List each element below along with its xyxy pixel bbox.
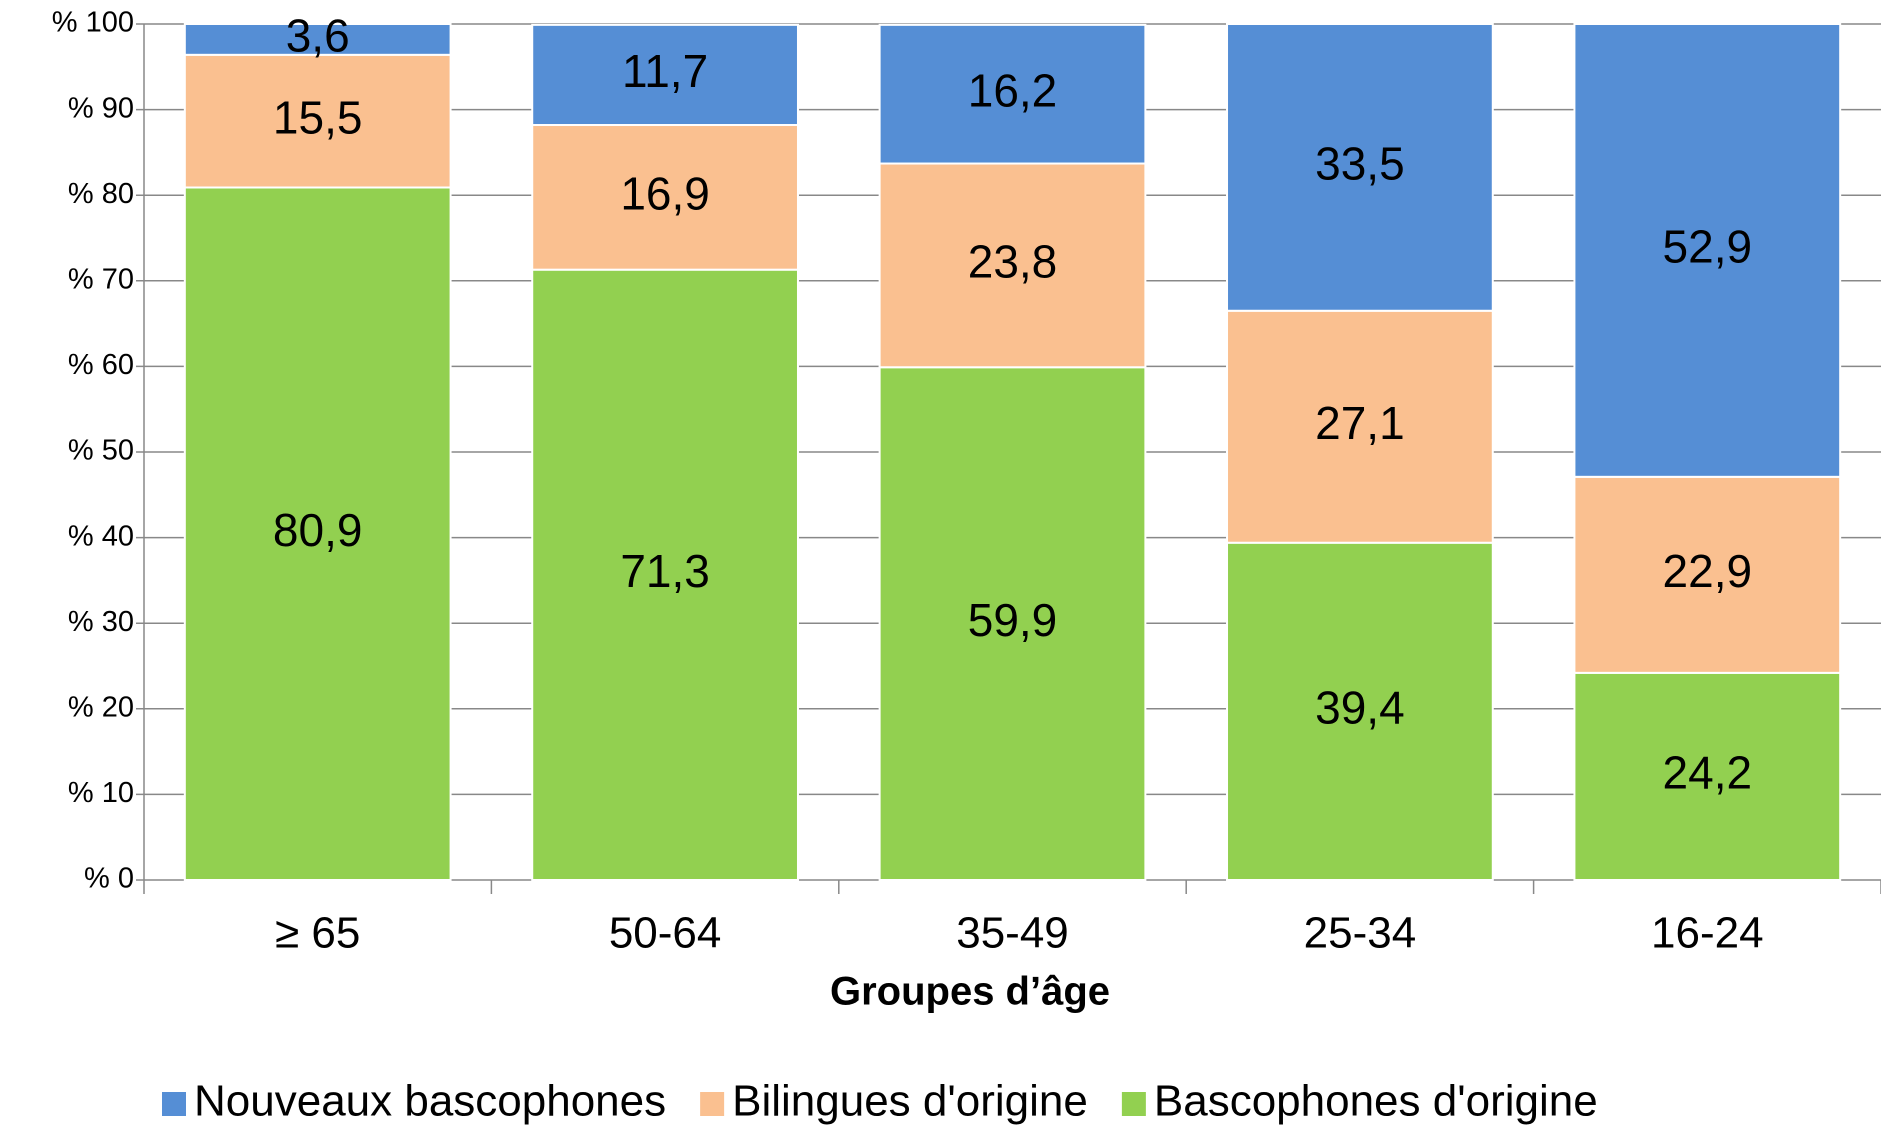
- bar-segment: [183, 23, 452, 56]
- bar-segment: [1226, 23, 1494, 312]
- data-label: 22,9: [1663, 545, 1753, 597]
- bar-segment: [531, 23, 799, 127]
- y-tick-label: % 80: [68, 178, 134, 210]
- bar-segment: [1226, 309, 1494, 544]
- legend-swatch: [1121, 1092, 1146, 1116]
- bar-segment: [1573, 475, 1842, 674]
- y-tick-label: % 100: [52, 7, 134, 39]
- x-tick-label: ≥ 65: [275, 909, 360, 958]
- bar-segment: [1573, 671, 1842, 882]
- y-tick-label: % 30: [68, 606, 134, 638]
- x-tick-label: 16-24: [1651, 909, 1764, 958]
- legend-label: Nouveaux bascophones: [194, 1077, 666, 1126]
- legend-swatch: [162, 1092, 186, 1116]
- data-label: 3,6: [286, 10, 350, 62]
- data-label: 39,4: [1315, 682, 1405, 734]
- x-axis-title: Groupes d’âge: [830, 970, 1110, 1014]
- data-label: 15,5: [273, 91, 363, 143]
- data-label: 71,3: [620, 545, 710, 597]
- bar-segment: [1226, 541, 1494, 882]
- x-tick-label: 50-64: [609, 909, 722, 958]
- bar-segment: [183, 53, 452, 189]
- data-label: 33,5: [1315, 138, 1405, 190]
- y-tick-label: % 60: [68, 349, 134, 381]
- bar-segment: [183, 186, 452, 882]
- legend-swatch: [700, 1092, 725, 1116]
- bar-segment: [878, 162, 1147, 369]
- data-label: 16,9: [620, 167, 710, 219]
- y-tick-label: % 40: [68, 520, 134, 552]
- bar-segment: [878, 23, 1147, 165]
- legend-label: Bilingues d'origine: [732, 1077, 1088, 1126]
- bar-segment: [531, 124, 799, 271]
- data-label: 52,9: [1663, 221, 1753, 273]
- bar-segment: [1573, 23, 1842, 478]
- data-label: 11,7: [622, 45, 708, 97]
- data-label: 80,9: [273, 504, 363, 556]
- data-label: 24,2: [1663, 747, 1753, 799]
- y-tick-label: % 0: [84, 863, 134, 895]
- data-label: 27,1: [1315, 397, 1405, 449]
- legend-label: Bascophones d'origine: [1154, 1077, 1598, 1126]
- y-tick-label: % 90: [68, 92, 134, 124]
- y-tick-label: % 50: [68, 435, 134, 467]
- data-label: 23,8: [968, 236, 1058, 288]
- data-label: 16,2: [968, 64, 1058, 116]
- x-tick-label: 35-49: [956, 909, 1069, 958]
- bar-segment: [531, 268, 799, 881]
- x-tick-label: 25-34: [1304, 909, 1417, 958]
- y-tick-label: % 10: [68, 777, 134, 809]
- y-tick-label: % 20: [68, 691, 134, 723]
- y-tick-label: % 70: [68, 263, 134, 295]
- data-label: 59,9: [968, 594, 1058, 646]
